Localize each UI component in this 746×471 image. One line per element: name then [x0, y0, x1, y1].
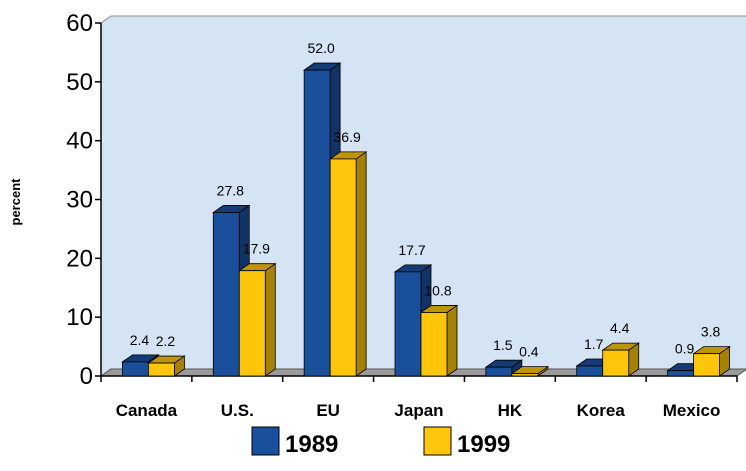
y-axis-title: percent: [8, 178, 23, 226]
data-label: 27.8: [217, 182, 244, 198]
bar: [693, 353, 720, 377]
y-tick-label: 60: [66, 10, 93, 37]
y-tick-label: 30: [66, 187, 93, 214]
data-label: 36.9: [334, 129, 361, 145]
data-label: 17.9: [243, 241, 270, 257]
data-label: 1.7: [584, 336, 604, 352]
x-tick-label: Japan: [394, 401, 443, 420]
bar: [303, 69, 331, 377]
bar-side: [264, 262, 276, 377]
x-tick-label: Canada: [116, 401, 178, 420]
data-label: 4.4: [610, 320, 630, 336]
data-label: 17.7: [398, 242, 425, 258]
legend: 1989 1999: [251, 426, 510, 458]
bar-side: [446, 304, 458, 377]
x-tick-label: Korea: [577, 401, 626, 420]
y-tick-label: 20: [66, 245, 93, 272]
bar: [122, 361, 149, 377]
bar: [394, 271, 422, 377]
data-label: 0.9: [675, 341, 695, 357]
data-label: 2.2: [156, 333, 176, 349]
bar-side: [355, 151, 367, 377]
bar: [511, 373, 539, 377]
legend-label: 1999: [457, 431, 510, 458]
data-label: 1.5: [493, 337, 513, 353]
y-tick-label: 50: [66, 69, 93, 96]
y-tick-label: 0: [80, 363, 93, 390]
y-tick-label: 40: [66, 128, 93, 155]
x-tick-label: Mexico: [663, 401, 721, 420]
bar: [667, 370, 694, 377]
y-tick-label: 10: [66, 304, 93, 331]
data-label: 3.8: [701, 324, 721, 340]
data-label: 0.4: [519, 344, 539, 360]
bar: [485, 366, 513, 377]
bar: [148, 362, 175, 377]
bar: [212, 212, 240, 377]
bar: [602, 349, 630, 377]
bar: [576, 365, 604, 377]
x-tick-label: U.S.: [221, 401, 254, 420]
legend-label: 1989: [285, 431, 338, 458]
legend-swatch: [423, 426, 452, 456]
bar: [420, 312, 448, 377]
legend-swatch: [251, 426, 280, 456]
data-label: 2.4: [130, 332, 150, 348]
bar: [238, 270, 266, 377]
data-label: 52.0: [308, 40, 335, 56]
x-tick-label: EU: [316, 401, 340, 420]
x-tick-label: HK: [498, 401, 523, 420]
data-label: 10.8: [424, 282, 451, 298]
bar: [329, 158, 357, 377]
